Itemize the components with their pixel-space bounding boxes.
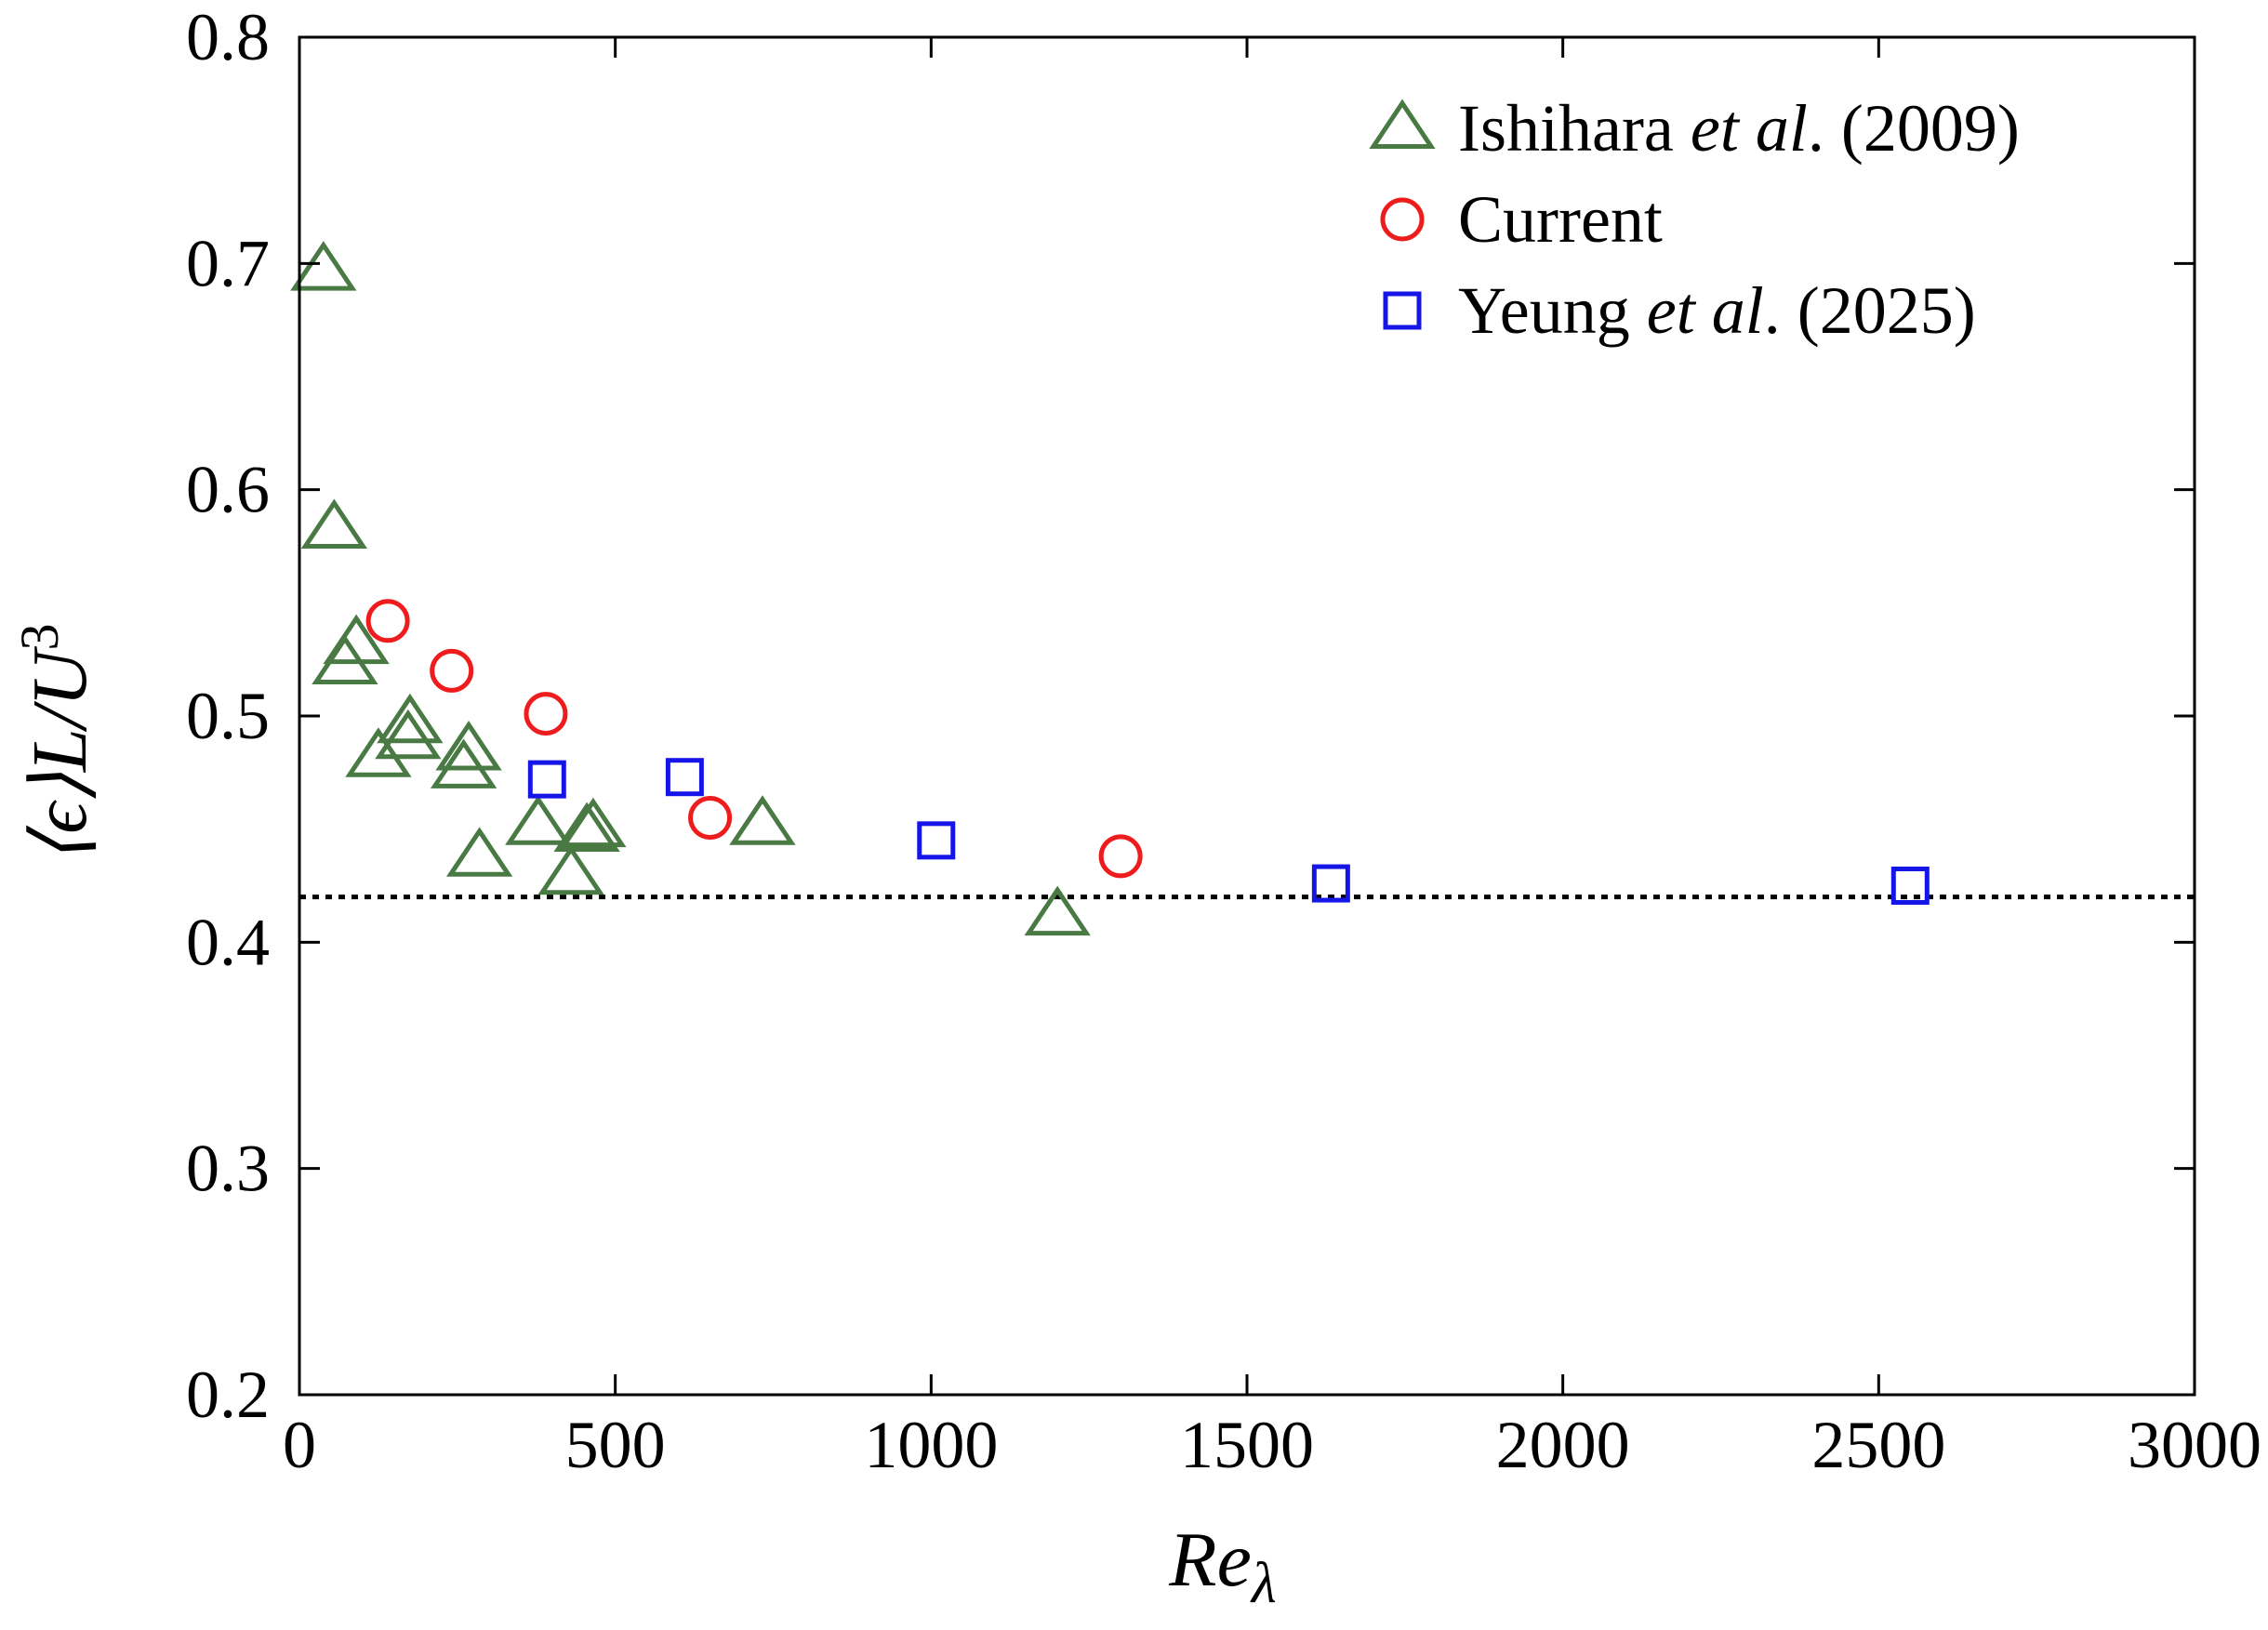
- data-point-triangle: [1024, 885, 1091, 936]
- data-point-circle: [1098, 834, 1143, 879]
- legend-marker-circle: [1380, 197, 1425, 242]
- legend-marker-triangle: [1369, 99, 1436, 149]
- data-point-triangle: [377, 693, 444, 744]
- y-tick-label: 0.4: [186, 905, 270, 979]
- y-tick-label: 0.3: [186, 1132, 270, 1206]
- x-axis-title: Reλ: [1168, 1517, 1276, 1615]
- data-point-triangle: [375, 709, 442, 760]
- x-tick-label: 0: [283, 1408, 316, 1482]
- data-point-triangle: [537, 844, 604, 895]
- data-point-circle: [365, 599, 410, 643]
- y-tick-label: 0.5: [186, 679, 270, 753]
- legend-label: Ishihara et al. (2009): [1458, 91, 2020, 166]
- series-circle: [365, 599, 1143, 879]
- data-point-square: [917, 821, 956, 860]
- data-point-square: [1311, 864, 1350, 903]
- series-triangle: [290, 241, 1091, 936]
- x-tick-label: 1500: [1180, 1408, 1314, 1482]
- data-point-square: [527, 760, 566, 799]
- data-point-triangle: [430, 738, 497, 788]
- y-tick-label: 0.8: [186, 0, 270, 74]
- legend-marker-square: [1383, 291, 1422, 330]
- data-point-circle: [688, 796, 733, 840]
- y-tick-label: 0.6: [186, 453, 270, 527]
- plot-layer: [290, 241, 2195, 936]
- data-point-square: [1890, 867, 1930, 905]
- x-tick-label: 2500: [1811, 1408, 1945, 1482]
- x-tick-label: 2000: [1496, 1408, 1630, 1482]
- x-tick-label: 3000: [2128, 1408, 2261, 1482]
- x-tick-label: 500: [565, 1408, 666, 1482]
- data-point-triangle: [553, 802, 620, 853]
- x-tick-label: 1000: [864, 1408, 998, 1482]
- y-tick-label: 0.7: [186, 226, 270, 300]
- data-point-circle: [524, 692, 568, 736]
- data-point-triangle: [290, 241, 357, 291]
- y-axis-title: ⟨ϵ⟩L/U3: [9, 623, 103, 864]
- data-point-triangle: [505, 795, 572, 845]
- data-point-triangle: [435, 720, 502, 771]
- y-tick-label: 0.2: [186, 1358, 270, 1432]
- data-point-triangle: [445, 827, 513, 877]
- legend-label: Current: [1458, 182, 1663, 257]
- legend-label: Yeung et al. (2025): [1458, 273, 1976, 348]
- data-point-triangle: [300, 498, 368, 549]
- data-point-square: [665, 758, 704, 797]
- plot-frame: [298, 35, 2196, 1397]
- series-square: [527, 758, 1930, 905]
- data-point-circle: [430, 648, 474, 693]
- data-point-triangle: [312, 634, 378, 684]
- data-point-triangle: [729, 795, 796, 845]
- axes-layer: 0 500 1000 1500 2000 2500 3000 0.2 0.3 0.4 0.5 0.6 0…: [186, 0, 2261, 1482]
- data-point-triangle: [345, 727, 412, 777]
- data-point-triangle: [560, 797, 627, 848]
- legend: Ishihara et al. (2009) Current Yeung et al…: [1369, 91, 2020, 348]
